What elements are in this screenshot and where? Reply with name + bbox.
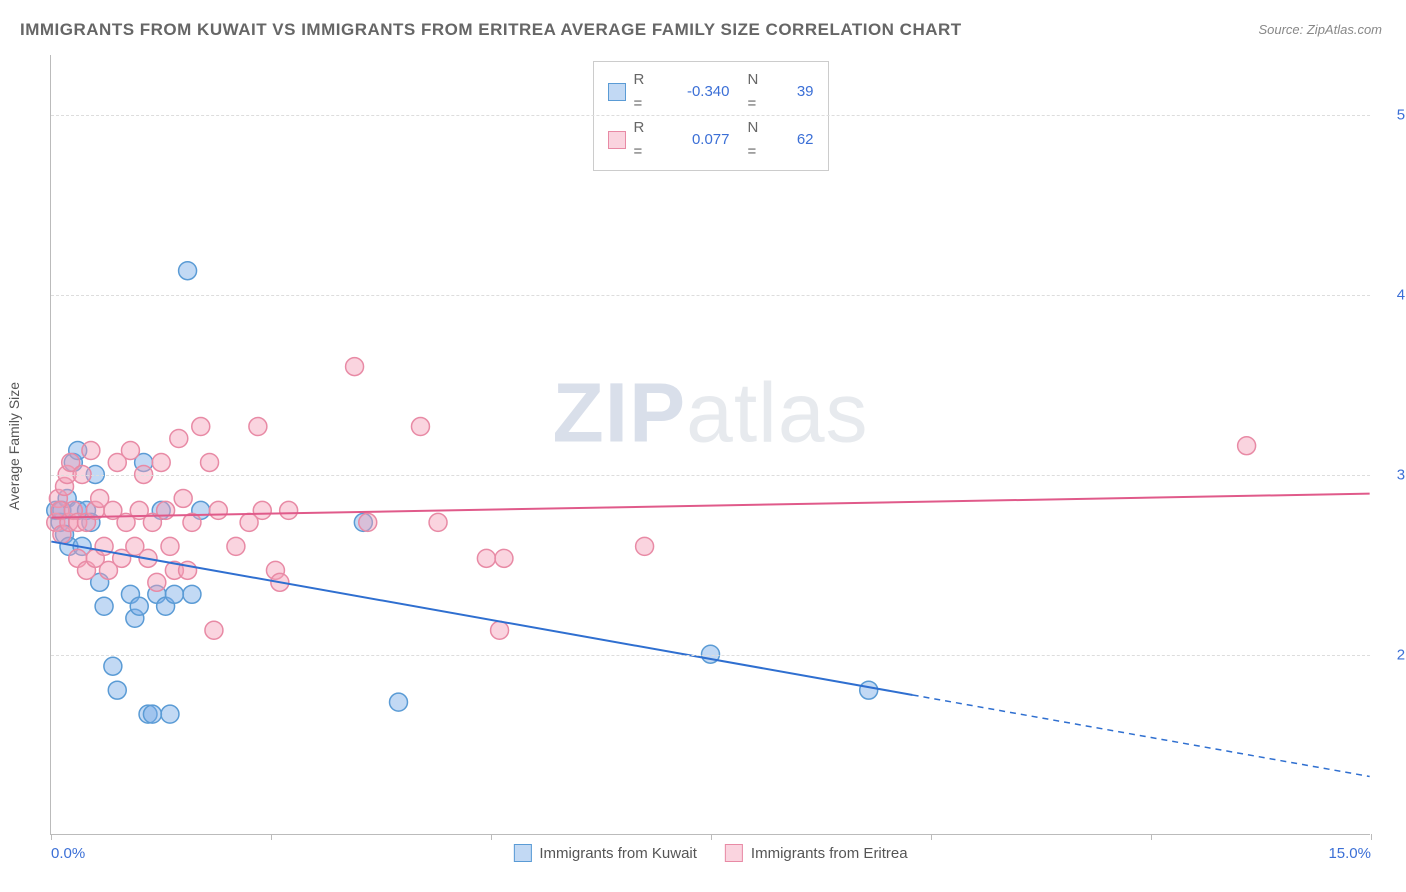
legend-item-eritrea: Immigrants from Eritrea [725, 844, 908, 862]
y-axis-label: Average Family Size [6, 382, 22, 510]
legend-label-eritrea: Immigrants from Eritrea [751, 845, 908, 862]
series-legend: Immigrants from Kuwait Immigrants from E… [513, 844, 907, 862]
data-point [183, 585, 201, 603]
xtick [51, 834, 52, 840]
data-point [121, 442, 139, 460]
data-point [130, 597, 148, 615]
xtick-label: 15.0% [1328, 845, 1371, 862]
ytick-label: 4.25 [1397, 287, 1406, 304]
data-point [201, 453, 219, 471]
data-point [104, 657, 122, 675]
data-point [152, 453, 170, 471]
xtick-label: 0.0% [51, 845, 85, 862]
data-point [192, 418, 210, 436]
data-point [161, 705, 179, 723]
data-point [253, 501, 271, 519]
xtick [931, 834, 932, 840]
data-point [280, 501, 298, 519]
data-point [227, 537, 245, 555]
source-attribution: Source: ZipAtlas.com [1258, 22, 1382, 37]
data-point [249, 418, 267, 436]
data-point [174, 489, 192, 507]
data-point [95, 597, 113, 615]
data-point [491, 621, 509, 639]
data-point [157, 501, 175, 519]
data-point [143, 705, 161, 723]
xtick [1151, 834, 1152, 840]
plot-area: ZIPatlas R = -0.340 N = 39 R = 0.077 N =… [50, 55, 1370, 835]
ytick-label: 3.50 [1397, 467, 1406, 484]
xtick [1371, 834, 1372, 840]
data-point [860, 681, 878, 699]
data-point [209, 501, 227, 519]
xtick [711, 834, 712, 840]
data-point [205, 621, 223, 639]
data-point [411, 418, 429, 436]
data-point [1238, 437, 1256, 455]
data-point [477, 549, 495, 567]
legend-item-kuwait: Immigrants from Kuwait [513, 844, 697, 862]
data-point [636, 537, 654, 555]
swatch-eritrea [725, 844, 743, 862]
data-point [495, 549, 513, 567]
data-point [429, 513, 447, 531]
data-point [390, 693, 408, 711]
data-point [179, 262, 197, 280]
data-point [359, 513, 377, 531]
ytick-label: 5.00 [1397, 107, 1406, 124]
data-point [170, 430, 188, 448]
xtick [491, 834, 492, 840]
data-point [165, 585, 183, 603]
data-point [148, 573, 166, 591]
chart-title: IMMIGRANTS FROM KUWAIT VS IMMIGRANTS FRO… [20, 20, 962, 40]
data-point [161, 537, 179, 555]
ytick-label: 2.75 [1397, 647, 1406, 664]
swatch-kuwait [513, 844, 531, 862]
trend-line-extrapolated [913, 695, 1370, 776]
xtick [271, 834, 272, 840]
data-point [346, 358, 364, 376]
data-point [82, 442, 100, 460]
legend-label-kuwait: Immigrants from Kuwait [539, 845, 697, 862]
data-point [108, 681, 126, 699]
